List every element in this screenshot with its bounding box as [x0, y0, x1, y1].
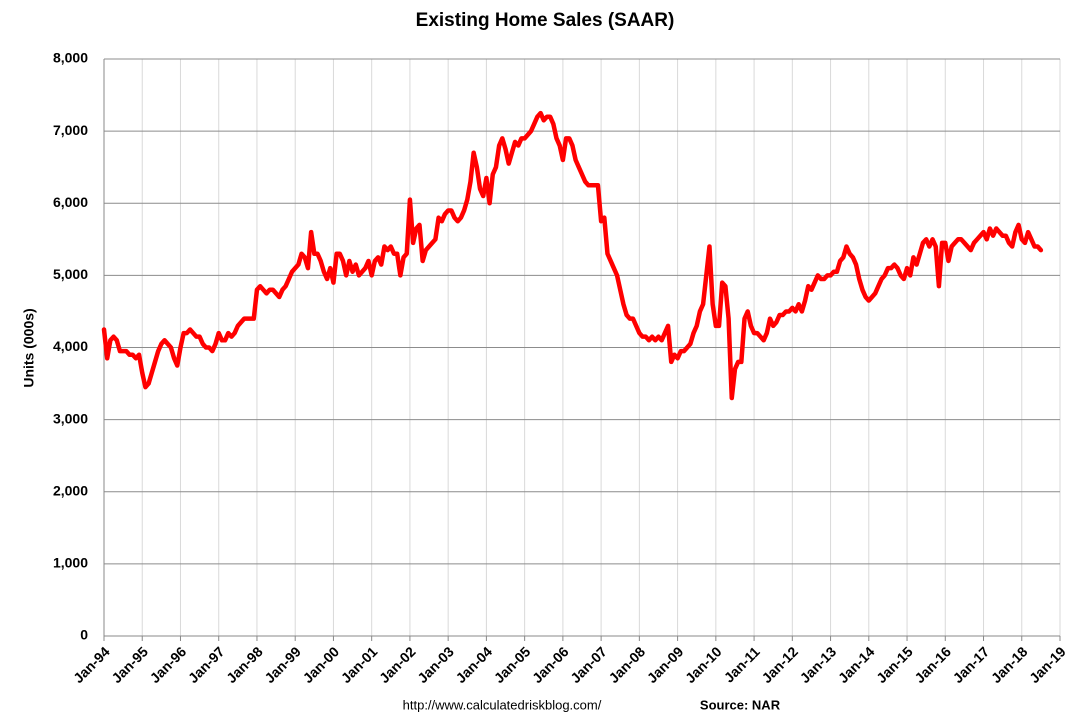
footer-url: http://www.calculatedriskblog.com/	[403, 697, 602, 712]
y-axis-label: Units (000s)	[21, 308, 37, 387]
y-tick-label: 0	[80, 627, 88, 643]
y-tick-label: 8,000	[53, 50, 88, 66]
footer-source: Source: NAR	[700, 697, 781, 712]
y-tick-label: 1,000	[53, 555, 88, 571]
y-tick-label: 6,000	[53, 194, 88, 210]
y-tick-label: 5,000	[53, 266, 88, 282]
y-tick-label: 7,000	[53, 122, 88, 138]
chart-title: Existing Home Sales (SAAR)	[416, 10, 675, 31]
y-tick-label: 4,000	[53, 338, 88, 354]
y-tick-label: 2,000	[53, 482, 88, 498]
y-tick-label: 3,000	[53, 410, 88, 426]
data-line	[101, 110, 1044, 401]
